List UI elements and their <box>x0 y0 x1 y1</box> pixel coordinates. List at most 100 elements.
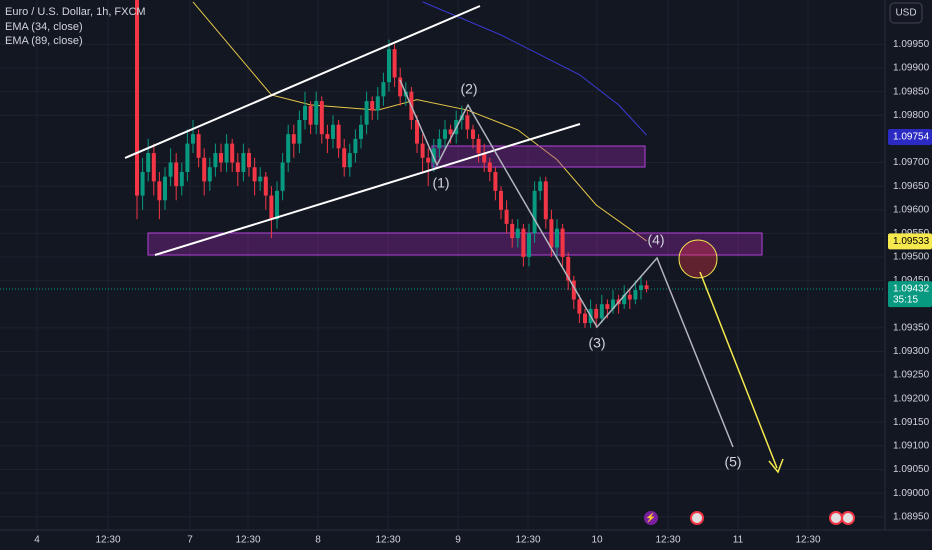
wave-label: (3) <box>588 335 605 351</box>
y-tick-label: 1.09050 <box>893 464 930 475</box>
candle-body <box>297 119 302 144</box>
candle-body <box>291 134 296 144</box>
candle-body <box>375 96 380 111</box>
candle-body <box>639 285 643 291</box>
y-tick-label: 1.09700 <box>893 157 930 168</box>
candle-body <box>437 138 442 149</box>
candle-body <box>538 181 543 191</box>
candle-body <box>577 299 582 314</box>
y-tick-label: 1.09450 <box>893 275 930 286</box>
candle-body <box>213 153 218 168</box>
flag-icon[interactable] <box>690 511 704 525</box>
candle-body <box>465 115 470 130</box>
candle-body <box>185 143 190 172</box>
y-tick-label: 1.09650 <box>893 181 930 192</box>
legend-ema: EMA (34, close) <box>5 21 83 33</box>
candle-body <box>230 143 235 163</box>
candle-body <box>280 162 285 191</box>
candle-body <box>476 138 481 154</box>
candle-body <box>426 157 431 163</box>
wave-label: (4) <box>647 232 664 248</box>
candle-body <box>392 49 397 78</box>
candle-body <box>135 0 139 196</box>
y-tick-label: 1.09100 <box>893 441 930 452</box>
candle-body <box>515 228 520 239</box>
candle-body <box>252 167 257 182</box>
event-icon[interactable] <box>644 511 658 525</box>
candle-body <box>622 294 627 305</box>
candle-body <box>644 285 649 290</box>
candle-body <box>202 157 207 182</box>
candle-body <box>543 181 548 220</box>
candle-body <box>258 176 263 182</box>
candle-body <box>314 101 319 125</box>
candle-body <box>510 223 515 239</box>
candle-body <box>235 162 240 172</box>
ema-line <box>422 1 647 136</box>
candle-body <box>224 143 229 163</box>
y-tick-label: 1.09200 <box>893 393 930 404</box>
candle-body <box>241 153 246 172</box>
x-tick-label: 8 <box>315 535 321 546</box>
candle-body <box>583 313 587 324</box>
price-badge <box>888 233 932 250</box>
x-tick-label: 12:30 <box>655 535 680 546</box>
candle-body <box>633 290 638 300</box>
candle-body <box>448 129 453 135</box>
flag-icon[interactable] <box>829 511 843 525</box>
y-tick-label: 1.09850 <box>893 86 930 97</box>
candle-body <box>482 153 487 163</box>
candle-body <box>359 124 363 139</box>
candle-body <box>325 134 330 139</box>
candle-body <box>179 171 184 187</box>
y-tick-label: 1.09300 <box>893 346 930 357</box>
y-tick-label: 1.09150 <box>893 417 930 428</box>
candle-body <box>174 162 179 187</box>
candle-body <box>308 105 313 125</box>
candle-body <box>140 171 145 196</box>
currency-label[interactable]: USD <box>895 8 916 19</box>
y-tick-label: 1.08950 <box>893 511 930 522</box>
candle-body <box>527 233 531 257</box>
y-tick-label: 1.09600 <box>893 204 930 215</box>
x-tick-label: 7 <box>187 535 193 546</box>
arrow-head <box>768 458 784 474</box>
x-tick-label: 12:30 <box>235 535 260 546</box>
candle-body <box>504 209 509 224</box>
candle-body <box>493 171 498 191</box>
grid <box>0 0 885 530</box>
candle-body <box>571 280 576 300</box>
x-tick-label: 9 <box>455 535 461 546</box>
candle-body <box>415 119 419 144</box>
candle-body <box>555 228 559 248</box>
candle-body <box>151 153 156 182</box>
flag-icon[interactable] <box>841 511 855 525</box>
candle-body <box>605 304 610 309</box>
candle-body <box>594 308 599 319</box>
currency-button[interactable] <box>889 2 923 24</box>
candle-body <box>168 162 173 177</box>
candle-body <box>336 124 341 149</box>
x-tick-label: 12:30 <box>375 535 400 546</box>
ema-line <box>192 1 647 242</box>
channel-line <box>124 5 481 159</box>
candle-body <box>487 162 492 172</box>
candle-body <box>286 134 291 163</box>
wave-path <box>399 79 734 448</box>
ema-lines <box>192 1 647 242</box>
candle-body <box>370 101 375 111</box>
candle-body <box>275 190 279 220</box>
candle-body <box>532 190 537 234</box>
candle-body <box>566 256 571 281</box>
candle-body <box>331 124 335 139</box>
candle-body <box>398 77 403 97</box>
y-tick-label: 1.09350 <box>893 322 930 333</box>
x-tick-label: 12:30 <box>515 535 540 546</box>
y-tick-label: 1.09900 <box>893 63 930 74</box>
price-badge-label: 1.09533 <box>893 236 930 247</box>
candle-body <box>191 134 195 144</box>
candle-body <box>420 143 425 158</box>
candle-body <box>157 181 162 201</box>
candle-body <box>219 153 223 163</box>
target-circle <box>678 239 718 279</box>
